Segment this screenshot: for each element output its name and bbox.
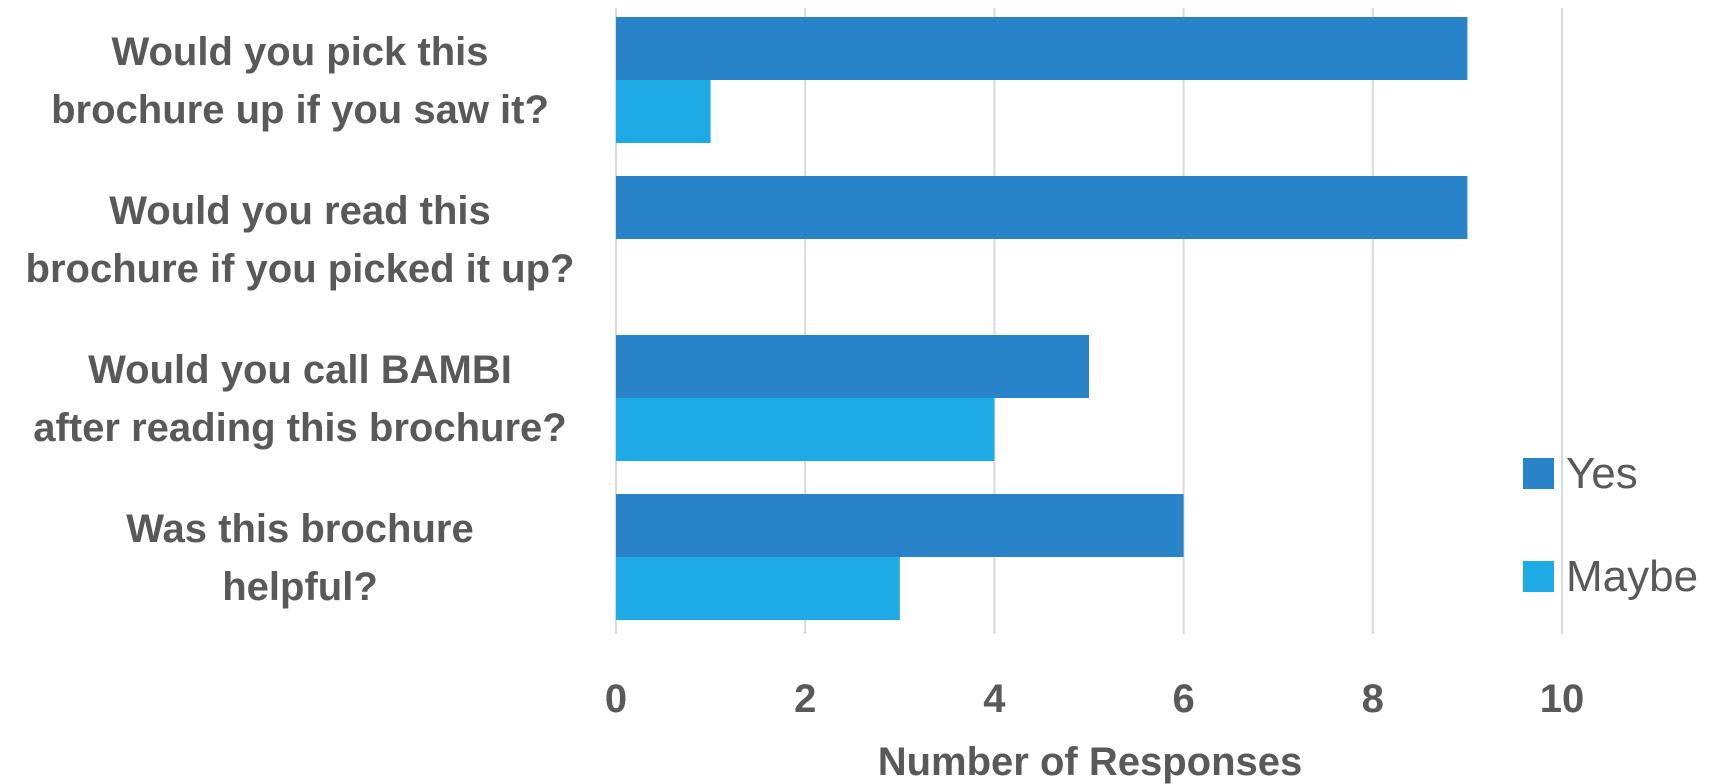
category-label-2-line-2: brochure if you picked it up? [26, 247, 575, 291]
bar-maybe-3 [616, 398, 995, 461]
bar-maybe-4 [616, 557, 900, 620]
x-tick-labels: 0 2 4 6 8 10 [605, 677, 1584, 721]
legend-label-yes: Yes [1566, 449, 1638, 498]
category-label-1-line-1: Would you pick this [111, 30, 488, 74]
x-tick-label-10: 10 [1540, 677, 1585, 721]
category-label-1-line-2: brochure up if you saw it? [51, 88, 549, 132]
x-tick-label-0: 0 [605, 677, 627, 721]
bars [616, 17, 1468, 620]
legend-swatch-maybe [1523, 561, 1554, 592]
category-label-3-line-2: after reading this brochure? [33, 406, 566, 450]
x-tick-label-2: 2 [794, 677, 816, 721]
category-label-2-line-1: Would you read this [109, 189, 491, 233]
x-tick-label-8: 8 [1362, 677, 1384, 721]
legend-label-maybe: Maybe [1566, 552, 1698, 601]
bar-maybe-1 [616, 80, 711, 143]
x-axis-title: Number of Responses [878, 740, 1303, 784]
bar-yes-2 [616, 176, 1468, 239]
category-label-4-line-1: Was this brochure [126, 507, 473, 551]
bar-yes-4 [616, 494, 1184, 557]
x-tick-label-4: 4 [983, 677, 1006, 721]
x-tick-label-6: 6 [1172, 677, 1194, 721]
legend-swatch-yes [1523, 458, 1554, 489]
category-label-3-line-1: Would you call BAMBI [88, 348, 512, 392]
bar-yes-1 [616, 17, 1468, 80]
bar-yes-3 [616, 335, 1089, 398]
category-label-4-line-2: helpful? [222, 565, 378, 609]
category-labels: Would you pick this brochure up if you sa… [26, 30, 575, 609]
legend: Yes Maybe [1523, 449, 1698, 601]
